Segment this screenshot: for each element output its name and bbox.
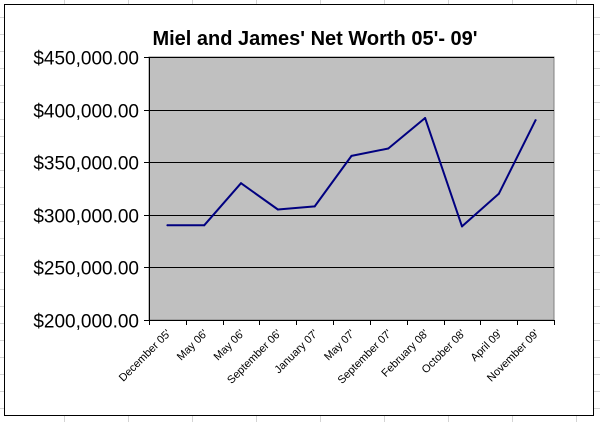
data-point (497, 192, 500, 195)
data-point (534, 119, 537, 122)
series-group (166, 117, 537, 228)
x-tick-label: May 07' (322, 328, 357, 363)
x-tick-label: December 05' (117, 328, 174, 385)
data-point (276, 208, 279, 211)
x-tick-label: May 06' (212, 328, 247, 363)
y-tick-label: $300,000.00 (33, 207, 139, 228)
x-axis: December 05' May 06' May 06'September 06'J… (117, 320, 555, 386)
chart-title: Miel and James' Net Worth 05'- 09' (152, 28, 477, 50)
y-tick-label: $350,000.00 (33, 154, 139, 175)
x-tick-label: April 09' (469, 328, 505, 364)
plot-area (148, 56, 555, 321)
data-point (313, 205, 316, 208)
y-tick-label: $250,000.00 (33, 259, 139, 280)
chart-area[interactable]: Miel and James' Net Worth 05'- 09' $450,… (4, 4, 594, 416)
data-point (461, 225, 463, 228)
y-tick-label: $450,000.00 (33, 49, 139, 70)
data-point (203, 224, 206, 227)
y-axis: $450,000.00 $400,000.00 $350,000.00 $300,00… (33, 49, 150, 333)
data-point (387, 147, 390, 150)
line-chart: Miel and James' Net Worth 05'- 09' $450,… (33, 28, 555, 386)
y-tick-label: $400,000.00 (33, 102, 139, 123)
data-point (350, 154, 353, 157)
y-tick-label: $200,000.00 (33, 312, 139, 333)
data-point (240, 182, 242, 185)
data-point (166, 224, 169, 227)
data-point (424, 117, 427, 119)
x-tick-label: May 06' (175, 328, 210, 363)
